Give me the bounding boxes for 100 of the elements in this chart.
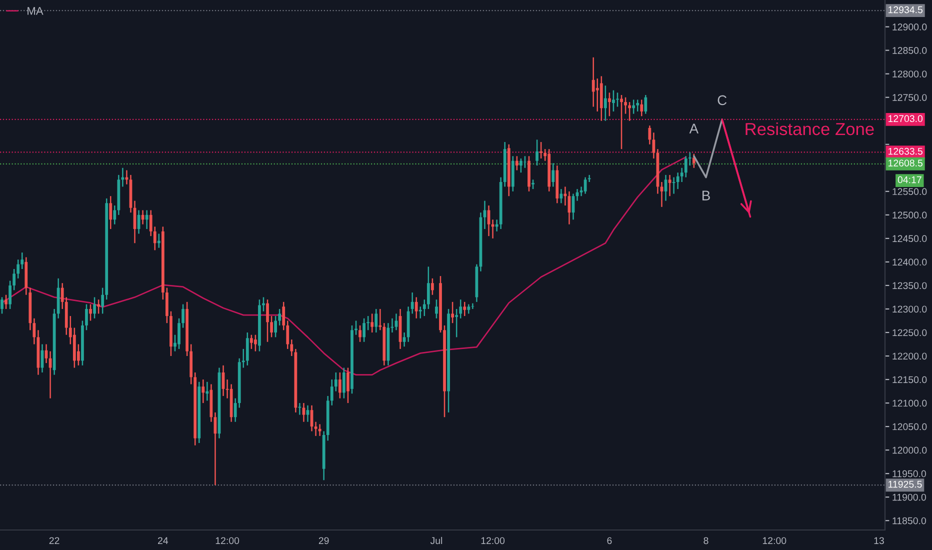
candlestick [334,372,338,392]
y-tick-label: 12450.0 [892,235,927,242]
candlestick [483,200,486,230]
candlestick [101,287,104,314]
candlestick [16,258,20,280]
y-tick-label: 12200.0 [892,352,927,360]
candlestick [354,320,358,336]
annotation: B [702,190,710,200]
annotation: C [718,95,727,106]
candlestick [346,367,350,404]
candlestick [8,280,12,310]
candlestick [604,84,607,122]
y-tick-label: 11850.0 [892,517,926,524]
candlestick [4,294,8,310]
y-tick-label: 12300.0 [892,306,927,313]
candlestick [182,304,184,328]
ref-line-label: 12633.5 [888,148,923,155]
y-tick-label: 12150.0 [892,376,927,384]
candlestick [93,296,96,319]
candlestick [338,372,342,399]
x-tick-label: 8 [704,537,708,544]
candlestick [370,313,374,334]
candlestick [612,90,615,112]
text: 04:17 [898,176,922,184]
candlestick [515,156,518,171]
annotation: Resistance Zone [746,122,874,136]
y-tick-label: 12250.0 [892,329,927,336]
candlestick [374,308,378,334]
candlestick [668,174,672,197]
candlestick [20,252,24,270]
candlestick [270,315,273,338]
candlestick [274,315,278,338]
candlestick [463,301,466,317]
candlestick [414,296,418,319]
candlestick [149,210,152,237]
y-tick-label: 12400.0 [892,258,927,266]
candlestick [422,298,426,317]
candlestick [620,94,623,150]
candlestick [592,56,595,108]
line-series [1,156,687,376]
y-tick-label: 12500.0 [892,212,927,219]
candlestick [536,139,538,166]
candlestick [362,318,366,343]
y-tick-label: 12850.0 [892,47,927,54]
candlestick [426,266,430,310]
y-tick-label: 12550.0 [892,188,927,196]
candlestick [278,308,282,326]
candlestick [584,176,587,194]
candlestick [178,318,180,350]
candlestick [358,324,362,343]
candlestick [418,306,422,319]
x-tick-label: 29 [318,537,329,544]
x-tick-label: 12:00 [481,537,505,544]
candlestick [12,268,16,291]
candlestick [242,348,245,368]
candlestick [624,96,627,114]
ref-line-label: 12608.5 [888,160,923,166]
candlestick [282,301,286,331]
candlestick [552,162,555,188]
ref-line-label: 12703.0 [888,115,923,122]
candlestick [628,101,632,122]
y-tick-label: 12350.0 [892,282,927,290]
y-tick-label: 11900.0 [892,494,926,501]
candlestick [0,296,4,314]
candlestick [342,367,346,399]
candlestick [459,298,462,319]
x-tick-label: 22 [49,537,60,544]
x-tick-label: 24 [158,537,168,544]
candlestick [306,404,310,422]
candlestick [250,334,253,350]
candlestick [560,188,563,204]
ref-line-label: 11925.5 [888,480,922,488]
y-tick-label: 12900.0 [892,24,927,30]
candlestick [684,156,688,178]
candlestick [60,282,64,310]
candlestick [519,158,522,174]
candlestick [672,176,676,194]
legend-label: MA [28,7,44,15]
candlestick [532,179,534,190]
candlestick [302,402,306,422]
candlestick [314,421,318,437]
y-tick-label: 12100.0 [892,400,927,407]
y-tick-label: 12750.0 [892,94,927,101]
candlestick [394,313,398,331]
candlestick [608,92,611,117]
candlestick [286,320,290,350]
y-tick-label: 12000.0 [892,446,927,454]
candlestick [366,315,370,331]
x-tick-label: 13 [874,537,884,544]
candlestick [153,226,156,251]
candlestick [660,181,664,208]
candlestick [471,302,474,310]
x-tick-label: 12:00 [216,537,240,544]
candlestick [390,318,394,334]
annotation: A [689,124,699,134]
candlestick [640,99,644,117]
candlestick [402,332,406,348]
candlestick [254,334,257,352]
candlestick [632,99,636,114]
candlestick [330,378,334,406]
